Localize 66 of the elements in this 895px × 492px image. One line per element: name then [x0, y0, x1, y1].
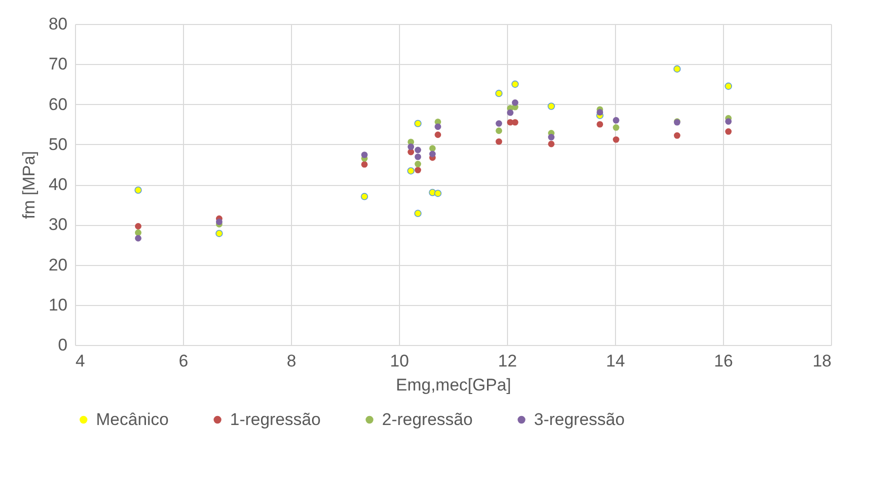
point	[507, 109, 514, 116]
point	[596, 109, 604, 116]
point	[134, 235, 142, 242]
point	[434, 132, 442, 138]
point	[511, 80, 519, 88]
x-tick-label: 10	[390, 352, 409, 370]
point	[414, 210, 422, 218]
point	[414, 120, 422, 128]
point	[134, 229, 142, 236]
point	[724, 82, 732, 90]
point	[434, 190, 442, 197]
point	[408, 144, 414, 150]
point	[361, 161, 368, 168]
point	[134, 186, 142, 194]
y-tick-label: 80	[48, 14, 68, 34]
y-tick-label: 50	[48, 134, 68, 154]
point	[612, 124, 620, 131]
point	[216, 218, 222, 226]
point	[414, 146, 422, 154]
legend-label: Mecânico	[96, 410, 169, 429]
point	[414, 154, 422, 160]
y-axis-title: fm [MPa]	[20, 150, 39, 220]
y-tick-label: 10	[48, 295, 68, 314]
x-tick-label: 18	[812, 352, 832, 370]
x-axis-title: Emg,mec[GPa]	[396, 376, 512, 394]
legend-label: 3-regressão	[534, 410, 625, 429]
x-tick-label: 16	[714, 352, 733, 370]
point	[596, 121, 604, 128]
point	[548, 102, 555, 110]
point	[548, 140, 555, 148]
point	[434, 123, 442, 130]
point	[216, 230, 223, 238]
y-tick-label: 40	[48, 175, 68, 194]
point	[673, 65, 681, 73]
point	[548, 134, 555, 140]
point	[496, 120, 502, 127]
point	[612, 136, 620, 143]
point	[429, 150, 436, 158]
point	[134, 222, 142, 230]
point	[429, 145, 436, 152]
x-tick-label: 6	[178, 352, 188, 370]
y-tick-label: 0	[58, 336, 68, 354]
point	[414, 166, 422, 174]
point	[496, 138, 502, 145]
legend-label: 1-regressão	[230, 410, 321, 429]
x-tick-label: 4	[76, 352, 85, 370]
point	[612, 117, 620, 124]
point	[407, 167, 415, 174]
y-tick-label: 60	[48, 94, 68, 114]
legend-label: 2-regressão	[382, 410, 473, 429]
x-tick-label: 12	[498, 352, 517, 370]
y-tick-label: 70	[48, 54, 68, 74]
point	[512, 119, 518, 126]
point	[512, 99, 518, 106]
point	[496, 128, 502, 134]
point	[725, 128, 732, 135]
x-tick-label: 14	[606, 352, 625, 370]
y-tick-label: 20	[48, 255, 68, 274]
point	[725, 118, 732, 125]
point	[414, 160, 422, 168]
y-tick-label: 30	[48, 215, 68, 234]
point	[361, 152, 368, 158]
point	[674, 132, 680, 139]
point	[360, 192, 368, 200]
point	[495, 90, 503, 98]
x-tick-label: 8	[286, 352, 296, 370]
